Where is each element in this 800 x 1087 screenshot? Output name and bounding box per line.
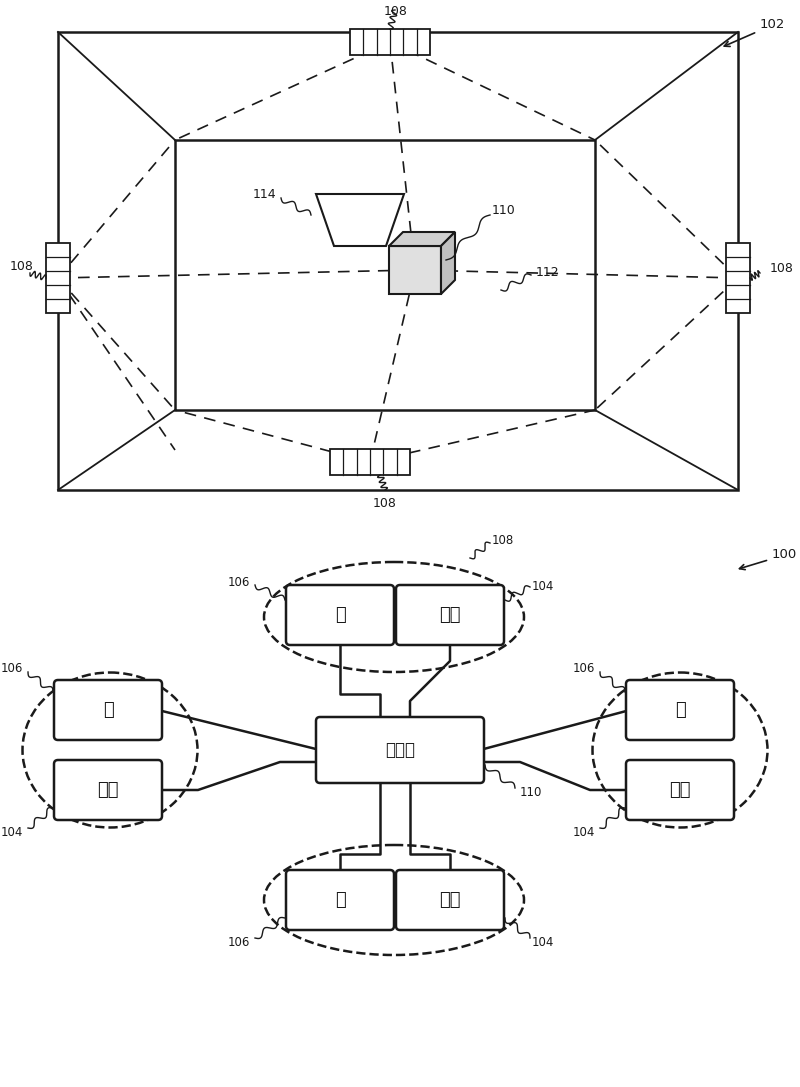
Text: 106: 106	[228, 936, 250, 949]
Text: 104: 104	[532, 936, 554, 949]
Text: 108: 108	[492, 534, 514, 547]
Text: 106: 106	[573, 662, 595, 675]
Text: 110: 110	[520, 786, 542, 799]
Bar	[175, 140, 595, 410]
Text: 110: 110	[492, 203, 516, 216]
Bar	[330, 449, 410, 475]
Text: 控制器: 控制器	[385, 741, 415, 759]
Text: 108: 108	[10, 260, 34, 273]
Text: 108: 108	[384, 5, 408, 18]
FancyBboxPatch shape	[286, 585, 394, 645]
Bar	[726, 243, 750, 313]
Text: 108: 108	[373, 497, 397, 510]
Text: 源: 源	[674, 701, 686, 719]
FancyBboxPatch shape	[626, 680, 734, 740]
Text: 相机: 相机	[439, 891, 461, 909]
Text: 相机: 相机	[98, 780, 118, 799]
Text: 114: 114	[252, 188, 276, 201]
Text: 源: 源	[334, 891, 346, 909]
FancyBboxPatch shape	[54, 680, 162, 740]
FancyBboxPatch shape	[54, 760, 162, 820]
Text: 源: 源	[334, 605, 346, 624]
Text: 104: 104	[1, 825, 23, 838]
Bar	[350, 29, 430, 55]
Bar	[46, 243, 70, 313]
Text: 104: 104	[573, 825, 595, 838]
FancyBboxPatch shape	[626, 760, 734, 820]
FancyBboxPatch shape	[396, 870, 504, 930]
FancyBboxPatch shape	[316, 717, 484, 783]
Bar	[58, 32, 738, 490]
FancyBboxPatch shape	[396, 585, 504, 645]
Polygon shape	[441, 232, 455, 293]
Text: 源: 源	[102, 701, 114, 719]
Text: 相机: 相机	[670, 780, 690, 799]
Text: 102: 102	[724, 18, 786, 47]
Text: 106: 106	[1, 662, 23, 675]
Bar	[389, 246, 441, 293]
Text: 106: 106	[228, 576, 250, 589]
FancyBboxPatch shape	[286, 870, 394, 930]
Polygon shape	[389, 232, 455, 246]
Text: 100: 100	[739, 549, 798, 570]
Text: 112: 112	[536, 265, 560, 278]
Polygon shape	[316, 193, 404, 246]
Text: 相机: 相机	[439, 605, 461, 624]
Text: 108: 108	[770, 262, 794, 275]
Text: 104: 104	[532, 580, 554, 594]
